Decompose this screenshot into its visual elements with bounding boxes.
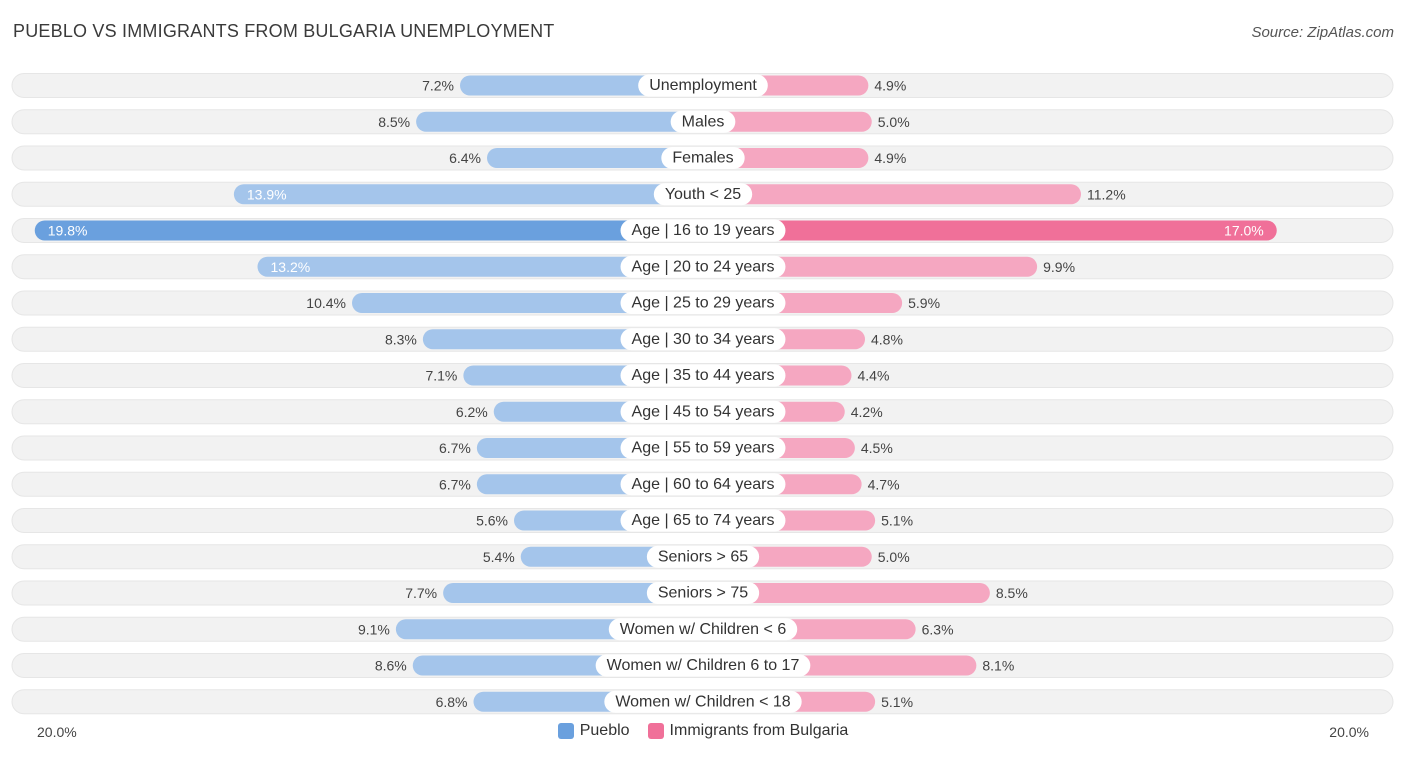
label-pueblo-age-16-to-19-years: 19.8% xyxy=(48,223,88,239)
bar-bulgaria-youth-25 xyxy=(703,184,1081,205)
category-pill-unemployment xyxy=(638,74,768,97)
label-pueblo-age-55-to-59-years: 6.7% xyxy=(439,440,471,456)
category-pill-age-55-to-59-years xyxy=(620,437,786,459)
legend-item-bulgaria: Immigrants from Bulgaria xyxy=(647,722,849,740)
axis-max-label: 20.0% xyxy=(1329,724,1369,740)
label-bulgaria-females: 4.9% xyxy=(874,150,906,166)
category-label-women-w-children-6: Women w/ Children < 6 xyxy=(620,621,787,638)
category-pill-women-w-children-18 xyxy=(604,690,802,713)
legend: Pueblo Immigrants from Bulgaria xyxy=(0,722,1406,740)
legend-item-pueblo: Pueblo xyxy=(557,722,630,740)
category-label-females: Females xyxy=(672,150,733,167)
label-bulgaria-age-30-to-34-years: 4.8% xyxy=(871,331,903,347)
bar-bulgaria-males xyxy=(703,111,872,132)
category-label-seniors-65: Seniors > 65 xyxy=(658,548,748,565)
label-bulgaria-age-35-to-44-years: 4.4% xyxy=(858,368,890,384)
label-bulgaria-age-16-to-19-years: 17.0% xyxy=(1224,223,1264,239)
bar-pueblo-males xyxy=(416,111,703,132)
label-pueblo-age-60-to-64-years: 6.7% xyxy=(439,476,471,492)
label-pueblo-age-45-to-54-years: 6.2% xyxy=(456,404,488,420)
label-pueblo-age-20-to-24-years: 13.2% xyxy=(271,259,311,275)
category-pill-age-45-to-54-years xyxy=(620,400,786,423)
label-pueblo-youth-25: 13.9% xyxy=(247,186,287,202)
legend-label-pueblo: Pueblo xyxy=(579,722,630,739)
bar-pueblo-females xyxy=(487,148,703,168)
legend-swatch-pueblo xyxy=(557,723,574,739)
label-bulgaria-age-25-to-29-years: 5.9% xyxy=(908,295,940,311)
bar-pueblo-age-25-to-29-years xyxy=(352,293,703,313)
category-label-youth-25: Youth < 25 xyxy=(665,186,741,203)
label-bulgaria-seniors-65: 5.0% xyxy=(878,549,910,565)
label-pueblo-age-65-to-74-years: 5.6% xyxy=(476,513,508,529)
category-pill-age-25-to-29-years xyxy=(620,292,786,314)
category-pill-seniors-65 xyxy=(646,545,760,568)
label-pueblo-seniors-65: 5.4% xyxy=(483,549,515,565)
category-label-age-16-to-19-years: Age | 16 to 19 years xyxy=(632,222,775,239)
category-label-age-55-to-59-years: Age | 55 to 59 years xyxy=(632,440,775,457)
axis-min-label: 20.0% xyxy=(37,724,77,740)
label-pueblo-males: 8.5% xyxy=(378,114,410,130)
label-bulgaria-age-20-to-24-years: 9.9% xyxy=(1043,259,1075,275)
label-pueblo-unemployment: 7.2% xyxy=(422,78,454,94)
category-label-unemployment: Unemployment xyxy=(649,77,757,94)
category-pill-youth-25 xyxy=(653,183,753,206)
bar-bulgaria-age-16-to-19-years xyxy=(703,220,1277,241)
category-label-age-45-to-54-years: Age | 45 to 54 years xyxy=(632,403,775,420)
category-label-age-35-to-44-years: Age | 35 to 44 years xyxy=(632,367,775,384)
category-label-age-60-to-64-years: Age | 60 to 64 years xyxy=(632,476,775,493)
bar-bulgaria-seniors-75 xyxy=(703,583,990,603)
label-bulgaria-women-w-children-6: 6.3% xyxy=(922,621,954,637)
category-label-seniors-75: Seniors > 75 xyxy=(658,585,748,602)
label-bulgaria-age-65-to-74-years: 5.1% xyxy=(881,513,913,529)
category-pill-age-60-to-64-years xyxy=(620,473,786,496)
label-pueblo-age-30-to-34-years: 8.3% xyxy=(385,331,417,347)
legend-label-bulgaria: Immigrants from Bulgaria xyxy=(669,722,849,739)
label-bulgaria-unemployment: 4.9% xyxy=(874,78,906,94)
label-pueblo-females: 6.4% xyxy=(449,150,481,166)
legend-swatch-bulgaria xyxy=(647,723,664,739)
label-pueblo-seniors-75: 7.7% xyxy=(405,585,437,601)
bar-pueblo-youth-25 xyxy=(233,184,703,205)
category-pill-age-16-to-19-years xyxy=(620,219,786,242)
label-bulgaria-seniors-75: 8.5% xyxy=(996,585,1028,601)
label-pueblo-women-w-children-6: 9.1% xyxy=(358,621,390,637)
label-bulgaria-women-w-children-18: 5.1% xyxy=(881,694,913,710)
category-pill-age-20-to-24-years xyxy=(620,255,786,278)
label-pueblo-age-25-to-29-years: 10.4% xyxy=(306,295,346,311)
chart-title: PUEBLO VS IMMIGRANTS FROM BULGARIA UNEMP… xyxy=(13,21,555,41)
label-pueblo-women-w-children-6-to-17: 8.6% xyxy=(375,658,407,674)
label-bulgaria-males: 5.0% xyxy=(878,114,910,130)
category-pill-women-w-children-6 xyxy=(608,618,798,641)
category-pill-males xyxy=(670,110,736,133)
source-credit: Source: ZipAtlas.com xyxy=(1251,24,1394,41)
category-pill-females xyxy=(661,147,745,169)
bar-pueblo-age-20-to-24-years xyxy=(257,256,703,277)
bar-bulgaria-females xyxy=(703,148,869,168)
category-pill-age-65-to-74-years xyxy=(620,509,786,532)
bar-bulgaria-age-20-to-24-years xyxy=(703,256,1038,277)
label-bulgaria-youth-25: 11.2% xyxy=(1087,186,1126,202)
category-label-women-w-children-6-to-17: Women w/ Children 6 to 17 xyxy=(607,657,800,674)
category-pill-age-30-to-34-years xyxy=(620,328,786,351)
label-bulgaria-age-60-to-64-years: 4.7% xyxy=(868,476,900,492)
category-label-age-65-to-74-years: Age | 65 to 74 years xyxy=(632,512,775,529)
label-bulgaria-age-55-to-59-years: 4.5% xyxy=(861,440,893,456)
category-label-age-30-to-34-years: Age | 30 to 34 years xyxy=(632,331,775,348)
category-label-age-25-to-29-years: Age | 25 to 29 years xyxy=(632,295,775,312)
category-label-males: Males xyxy=(682,113,725,130)
label-bulgaria-age-45-to-54-years: 4.2% xyxy=(851,404,883,420)
label-pueblo-age-35-to-44-years: 7.1% xyxy=(425,368,457,384)
bar-pueblo-age-16-to-19-years xyxy=(34,220,703,241)
category-pill-seniors-75 xyxy=(646,582,760,604)
category-pill-age-35-to-44-years xyxy=(620,364,786,387)
label-pueblo-women-w-children-18: 6.8% xyxy=(436,694,468,710)
category-label-age-20-to-24-years: Age | 20 to 24 years xyxy=(632,258,775,275)
bar-pueblo-seniors-75 xyxy=(443,583,703,603)
label-bulgaria-women-w-children-6-to-17: 8.1% xyxy=(982,658,1014,674)
category-pill-women-w-children-6-to-17 xyxy=(595,654,811,677)
category-label-women-w-children-18: Women w/ Children < 18 xyxy=(615,693,790,710)
